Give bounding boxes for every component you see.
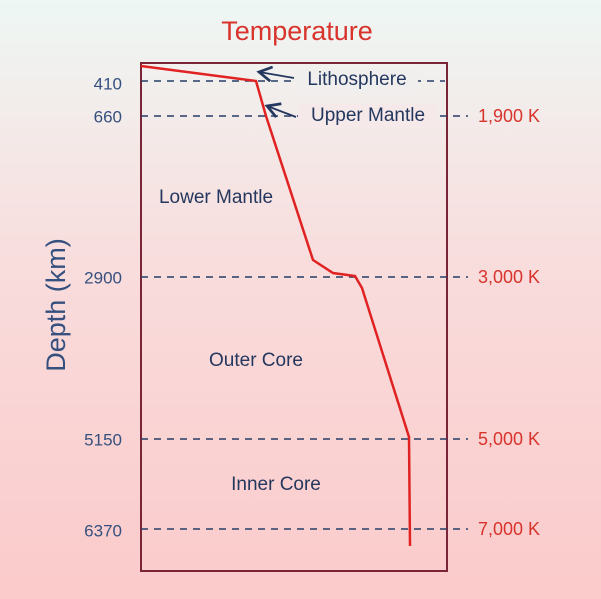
layer-label: Upper Mantle [311,105,425,126]
frame [140,62,448,572]
depth-label: 5150 [84,430,122,449]
layer-label: Lower Mantle [159,187,273,208]
temperature-label: 1,900 K [478,106,540,126]
layer-label: Outer Core [209,350,303,371]
depth-label: 6370 [84,521,122,540]
arrow [264,102,297,119]
temperature-label: 3,000 K [478,267,540,287]
depth-label: 660 [94,107,122,126]
title: Temperature [221,16,373,46]
temperature-label: 7,000 K [478,519,540,539]
layer-label: Inner Core [231,474,321,495]
arrow [256,65,295,83]
depth-label: 2900 [84,268,122,287]
temperature-curve [140,64,412,547]
label-backdrop [298,104,438,128]
depth-label: 410 [94,74,122,93]
label-backdrop [296,68,418,92]
layer-label: Lithosphere [307,69,406,90]
temperature-label: 5,000 K [478,429,540,449]
axis-label: Depth (km) [41,238,71,372]
